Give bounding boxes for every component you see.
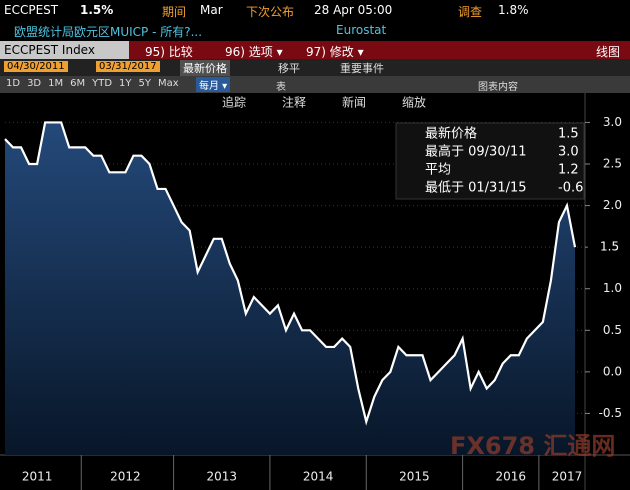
table-button[interactable]: 表 — [276, 82, 286, 93]
y-tick-label: -0.5 — [599, 406, 622, 420]
modify-button[interactable]: 97) 修改 ▾ — [306, 45, 364, 59]
last-value-label: 1.5 — [600, 240, 619, 254]
start-date[interactable]: 04/30/2011 — [4, 61, 68, 72]
toolbar-button[interactable]: 注释 — [282, 95, 306, 110]
toolbar-button[interactable]: 新闻 — [342, 95, 366, 110]
source: Eurostat — [336, 23, 387, 37]
period-button[interactable]: 1M — [48, 78, 64, 89]
description-row: 欧盟统计局欧元区MUICP - 所有?... Eurostat — [0, 21, 630, 41]
period-button[interactable]: 6M — [70, 78, 86, 89]
series-area — [5, 122, 575, 455]
last-value: 1.5% — [80, 3, 114, 17]
survey: 1.8% — [498, 3, 529, 17]
period-button[interactable]: 5Y — [138, 78, 152, 89]
chart: 追踪 注释 新闻 缩放 -0.5 0.0 0.5 1.0 1.5 2.0 2.5 3.0 2011 201… — [0, 93, 630, 490]
y-tick-label: 2.5 — [603, 157, 622, 171]
x-tick-label: 2011 — [22, 470, 53, 484]
legend-label: 最新价格 — [425, 126, 477, 142]
x-tick-label: 2015 — [399, 470, 430, 484]
next-label: 下次公布 — [246, 5, 295, 19]
security-field[interactable]: ECCPEST Index — [0, 41, 129, 59]
legend-box — [395, 122, 585, 200]
contents-button[interactable]: 图表内容 — [478, 82, 518, 93]
range-row: 04/30/2011 03/31/2017 最新价格 移平 重要事件 — [0, 59, 630, 76]
legend-value: 1.5 — [558, 127, 579, 142]
events[interactable]: 重要事件 — [340, 62, 384, 75]
toolbar-button[interactable]: 缩放 — [402, 95, 426, 110]
period-buttons: 1D 3D 1M 6M YTD 1Y 5Y Max — [6, 78, 186, 89]
period-button[interactable]: Max — [158, 78, 179, 89]
x-tick-label: 2014 — [303, 470, 334, 484]
period-button[interactable]: 1Y — [119, 78, 132, 89]
survey-label: 调查 — [458, 5, 483, 19]
description: 欧盟统计局欧元区MUICP - 所有?... — [14, 25, 203, 39]
header-row: ECCPEST 1.5% 期间 Mar 下次公布 28 Apr 05:00 调查… — [0, 0, 630, 21]
ticker: ECCPEST — [4, 3, 59, 17]
smooth[interactable]: 移平 — [278, 62, 300, 75]
legend-label: 平均 — [425, 163, 451, 178]
y-tick-label: 0.0 — [603, 364, 622, 378]
period: Mar — [200, 3, 223, 17]
field-select[interactable]: 最新价格 — [180, 60, 230, 76]
x-tick-label: 2012 — [110, 470, 141, 484]
legend-value: -0.6 — [558, 181, 583, 196]
next-release: 28 Apr 05:00 — [314, 3, 393, 17]
options-button[interactable]: 96) 选项 ▾ — [225, 45, 283, 59]
end-date[interactable]: 03/31/2017 — [96, 61, 160, 72]
y-tick-label: 2.0 — [603, 198, 622, 212]
legend: 最新价格 1.5 最高于 09/30/11 3.0 平均 1.2 最低于 01/31/15 -… — [395, 122, 585, 200]
x-tick-label: 2013 — [206, 470, 237, 484]
period-row: 1D 3D 1M 6M YTD 1Y 5Y Max 每月 ▾ 表 图表内容 — [0, 76, 630, 93]
watermark: FX678 汇通网 — [450, 432, 615, 460]
period-button[interactable]: 3D — [27, 78, 42, 89]
period-label: 期间 — [162, 5, 187, 19]
menu-row: ECCPEST Index 95) 比较 96) 选项 ▾ 97) 修改 ▾ 线… — [0, 41, 630, 59]
legend-label: 最低于 01/31/15 — [425, 181, 527, 196]
legend-value: 3.0 — [558, 145, 579, 160]
y-tick-label: 1.0 — [603, 281, 622, 295]
x-tick-label: 2016 — [496, 470, 527, 484]
period-button[interactable]: 1D — [6, 78, 21, 89]
x-tick-label: 2017 — [552, 470, 583, 484]
period-button[interactable]: YTD — [92, 78, 113, 89]
y-tick-label: 3.0 — [603, 115, 622, 129]
chart-type[interactable]: 线图 — [596, 45, 621, 59]
legend-value: 1.2 — [558, 163, 579, 178]
last-value-tag — [588, 239, 624, 256]
compare-button[interactable]: 95) 比较 — [145, 45, 193, 59]
y-tick-label: 0.5 — [603, 323, 622, 337]
series-line — [4, 121, 577, 426]
legend-label: 最高于 09/30/11 — [425, 144, 527, 160]
frequency[interactable]: 每月 ▾ — [196, 77, 231, 92]
toolbar-button[interactable]: 追踪 — [222, 95, 246, 110]
